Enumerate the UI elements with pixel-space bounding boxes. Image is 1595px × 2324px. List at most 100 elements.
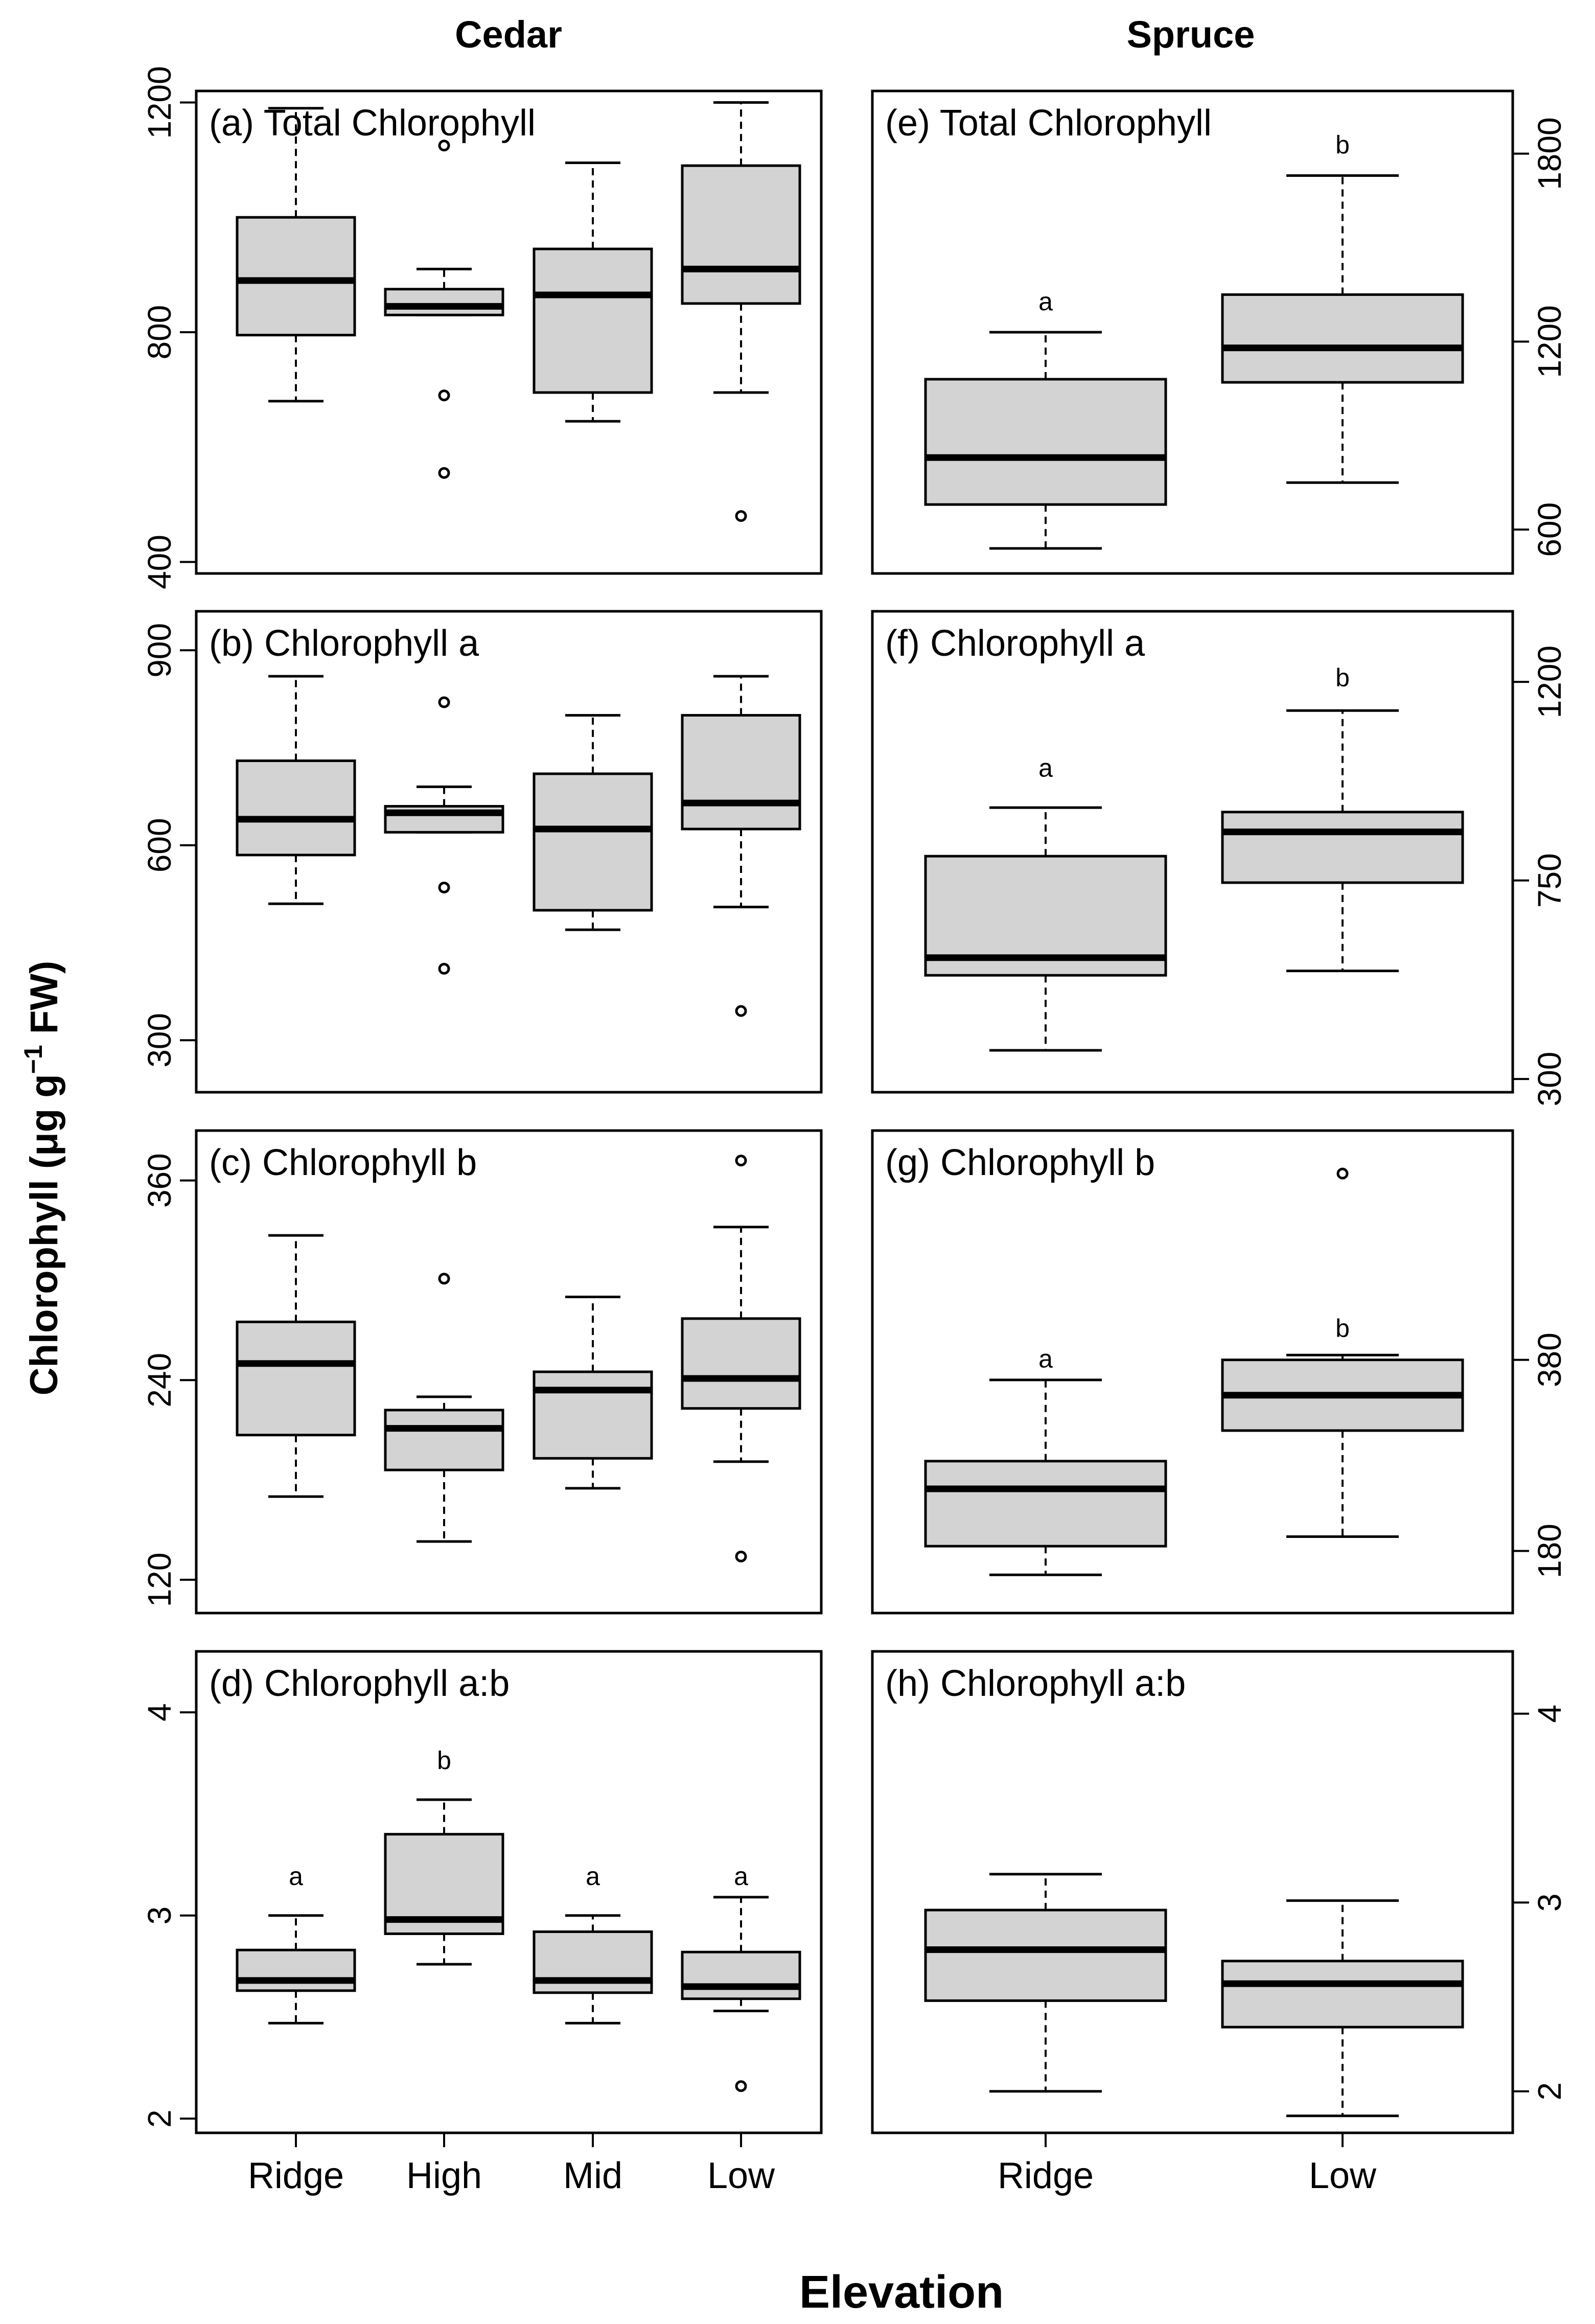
box-low xyxy=(1221,1167,1464,1538)
panel-title: (a) Total Chlorophyll xyxy=(209,103,536,144)
box-mid xyxy=(533,1914,653,2024)
outlier-point xyxy=(438,467,450,479)
panel-frame xyxy=(195,1650,823,2134)
y-tick-label: 1200 xyxy=(141,66,178,139)
y-axis-label: Chlorophyll (μg g−1 FW) xyxy=(19,961,66,1396)
box-low xyxy=(1221,1899,1464,2118)
y-tick-label: 1200 xyxy=(1531,646,1568,718)
iqr-box xyxy=(1221,1960,1464,2029)
box-low xyxy=(1221,174,1464,484)
iqr-box xyxy=(384,1409,504,1471)
box-high xyxy=(384,1798,504,1966)
iqr-box xyxy=(924,378,1167,506)
panel-c: (c) Chlorophyll b 120 240 360 xyxy=(141,1129,823,1615)
y-tick-label: 360 xyxy=(141,1153,178,1208)
column-title-cedar: Cedar xyxy=(455,13,562,56)
outlier-point xyxy=(438,140,450,152)
iqr-box xyxy=(681,1950,801,2000)
panels-layer: (a) Total Chlorophyll 400 800 1200 (b) Chlor… xyxy=(141,66,1568,2196)
outlier-point xyxy=(735,510,747,522)
y-axis-label-tail: FW) xyxy=(22,961,66,1045)
y-tick-label: 240 xyxy=(141,1353,178,1408)
iqr-box xyxy=(384,288,504,316)
iqr-box xyxy=(681,714,801,831)
box-ridge xyxy=(924,806,1167,1052)
y-axis-label-superscript: −1 xyxy=(19,1045,48,1074)
outlier-point xyxy=(438,389,450,402)
panel-h: (h) Chlorophyll a:b 2 3 4 Ridge Low xyxy=(871,1650,1568,2196)
panel-title: (b) Chlorophyll a xyxy=(209,623,479,664)
panel-title: (e) Total Chlorophyll xyxy=(885,103,1212,144)
panel-g: (g) Chlorophyll b 180 380 a b xyxy=(871,1129,1568,1615)
x-tick-label: Low xyxy=(707,2155,775,2196)
x-axis-label: Elevation xyxy=(799,2267,1004,2318)
significance-letter: b xyxy=(1335,131,1350,159)
panel-title: (c) Chlorophyll b xyxy=(209,1142,477,1183)
iqr-box xyxy=(236,1948,356,1992)
y-tick-label: 750 xyxy=(1531,853,1568,908)
panel-title: (g) Chlorophyll b xyxy=(885,1142,1155,1183)
iqr-box xyxy=(236,216,356,337)
box-mid xyxy=(533,161,653,423)
significance-letter: a xyxy=(734,1862,748,1891)
y-tick-label: 900 xyxy=(141,623,178,678)
iqr-box xyxy=(236,759,356,857)
y-tick-label: 600 xyxy=(1531,502,1568,557)
box-high xyxy=(384,1273,504,1543)
y-tick-label: 1200 xyxy=(1531,305,1568,378)
outlier-point xyxy=(438,962,450,975)
x-tick-label: High xyxy=(406,2155,482,2196)
y-tick-label: 800 xyxy=(141,305,178,360)
outlier-point xyxy=(1336,1167,1349,1180)
iqr-box xyxy=(533,247,653,394)
outlier-point xyxy=(438,881,450,893)
significance-letter: b xyxy=(1335,1314,1350,1343)
box-mid xyxy=(533,1296,653,1490)
panel-title: (f) Chlorophyll a xyxy=(885,623,1145,664)
box-low xyxy=(681,675,801,1017)
iqr-box xyxy=(924,1908,1167,2002)
y-tick-label: 600 xyxy=(141,818,178,872)
box-ridge xyxy=(236,675,356,905)
outlier-point xyxy=(735,1155,747,1167)
y-tick-label: 3 xyxy=(141,1906,178,1925)
iqr-box xyxy=(236,1320,356,1437)
y-tick-label: 300 xyxy=(141,1013,178,1068)
panel-e: (e) Total Chlorophyll 600 1200 1800 a b xyxy=(871,89,1568,575)
box-ridge xyxy=(924,331,1167,550)
iqr-box xyxy=(1221,293,1464,384)
y-tick-label: 120 xyxy=(141,1553,178,1607)
significance-letter: b xyxy=(437,1746,451,1775)
box-ridge xyxy=(236,1234,356,1498)
box-high xyxy=(384,140,504,479)
y-tick-label: 2 xyxy=(141,2109,178,2128)
iqr-box xyxy=(681,164,801,305)
significance-letter: a xyxy=(1038,754,1053,783)
x-tick-label: Low xyxy=(1309,2155,1377,2196)
x-tick-label: Ridge xyxy=(248,2155,344,2196)
significance-letter: a xyxy=(289,1862,303,1891)
y-axis-label-main: Chlorophyll (μg g xyxy=(22,1074,66,1395)
box-low xyxy=(681,101,801,522)
outlier-point xyxy=(735,2080,747,2092)
box-low xyxy=(681,1155,801,1562)
y-tick-label: 3 xyxy=(1531,1894,1568,1912)
y-tick-label: 1800 xyxy=(1531,117,1568,190)
y-tick-label: 4 xyxy=(141,1703,178,1721)
box-high xyxy=(384,696,504,975)
x-tick-label: Mid xyxy=(563,2155,622,2196)
iqr-box xyxy=(1221,811,1464,884)
column-title-spruce: Spruce xyxy=(1127,13,1255,56)
y-tick-label: 2 xyxy=(1531,2082,1568,2101)
panel-b: (b) Chlorophyll a 300 600 900 xyxy=(141,610,823,1094)
outlier-point xyxy=(438,696,450,708)
outlier-point xyxy=(735,1550,747,1562)
x-tick-label: Ridge xyxy=(998,2155,1094,2196)
box-mid xyxy=(533,714,653,931)
panel-a: (a) Total Chlorophyll 400 800 1200 xyxy=(141,66,823,589)
iqr-box xyxy=(681,1317,801,1410)
y-tick-label: 400 xyxy=(141,535,178,589)
box-ridge xyxy=(924,1378,1167,1576)
significance-letter: a xyxy=(1038,1345,1053,1373)
